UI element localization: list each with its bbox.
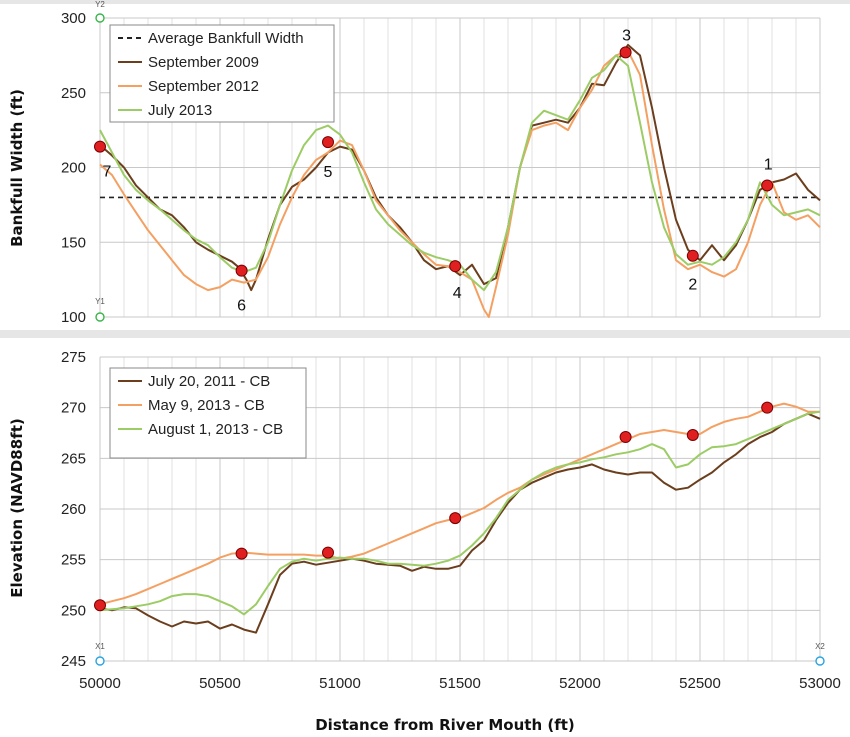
- axis-handle: [95, 312, 105, 322]
- elevation-panel: 245 250 255 260 265 270 275 50000 50500 51000 5150…: [61, 349, 841, 692]
- point-label: 6: [237, 298, 246, 315]
- bankfull-width-panel: 100 150 200 250 300 7 6 5 4 3 2 1 Average Bankfull W…: [61, 0, 821, 326]
- y-tick-label: 265: [61, 450, 86, 467]
- sample-point: [94, 599, 106, 612]
- axis-handle: [95, 656, 105, 666]
- point-label: 2: [688, 277, 697, 294]
- axis-handle-label: X2: [815, 642, 825, 651]
- series-line: [99, 412, 821, 634]
- legend-entry: May 9, 2013 - CB: [148, 397, 265, 414]
- y-tick-label: 245: [61, 653, 86, 670]
- sample-point: [235, 264, 248, 277]
- y-tick-label: 300: [61, 10, 86, 27]
- y-tick-label: 255: [61, 552, 86, 569]
- y-tick-label: 150: [61, 234, 86, 251]
- y-tick-label: 250: [61, 85, 86, 102]
- y-tick-label: 270: [61, 400, 86, 417]
- series-line: [99, 49, 821, 318]
- sample-point: [686, 429, 699, 442]
- legend-entry: September 2012: [148, 78, 259, 95]
- sample-point: [322, 546, 334, 559]
- y-tick-label: 200: [61, 160, 86, 177]
- legend-entry: August 1, 2013 - CB: [148, 421, 283, 438]
- axis-handle-label: Y1: [95, 297, 105, 306]
- panel-divider: [0, 330, 850, 338]
- axis-handle: [815, 656, 825, 666]
- legend-entry: July 2013: [148, 102, 212, 119]
- y-tick-label: 260: [61, 501, 86, 518]
- sample-point: [761, 179, 774, 192]
- legend-box: [109, 367, 307, 459]
- legend-entry: September 2009: [148, 54, 259, 71]
- bottom-y-axis-label: Elevation (NAVD88ft): [8, 418, 26, 597]
- legend-box: [109, 24, 335, 123]
- sample-point: [449, 260, 462, 273]
- top-y-axis-label: Bankfull Width (ft): [8, 89, 26, 247]
- sample-point: [94, 140, 106, 153]
- x-tick-label: 50000: [79, 675, 121, 692]
- x-axis-label: Distance from River Mouth (ft): [315, 716, 575, 734]
- sample-point: [235, 547, 248, 560]
- legend-entry: Average Bankfull Width: [148, 30, 304, 47]
- axis-handle: [95, 13, 105, 23]
- point-label: 1: [764, 156, 773, 173]
- sample-point: [761, 401, 774, 414]
- y-tick-label: 250: [61, 602, 86, 619]
- x-tick-label: 52000: [559, 675, 601, 692]
- sample-point: [322, 136, 334, 149]
- sample-point: [686, 249, 699, 262]
- top-strip: [0, 0, 850, 4]
- x-tick-label: 51500: [439, 675, 481, 692]
- x-tick-label: 50500: [199, 675, 241, 692]
- point-label: 7: [103, 164, 112, 181]
- x-tick-label: 52500: [679, 675, 721, 692]
- point-label: 4: [453, 285, 462, 302]
- sample-point: [619, 46, 632, 59]
- y-tick-label: 100: [61, 309, 86, 326]
- axis-handle-label: X1: [95, 642, 105, 651]
- x-tick-label: 53000: [799, 675, 841, 692]
- axis-handle-label: Y2: [95, 0, 105, 9]
- sample-point: [449, 512, 462, 525]
- y-tick-label: 275: [61, 349, 86, 366]
- x-tick-label: 51000: [319, 675, 361, 692]
- point-label: 5: [324, 164, 333, 181]
- sample-point: [619, 431, 632, 444]
- series-line: [99, 410, 821, 616]
- legend-entry: July 20, 2011 - CB: [148, 373, 270, 390]
- point-label: 3: [622, 27, 631, 44]
